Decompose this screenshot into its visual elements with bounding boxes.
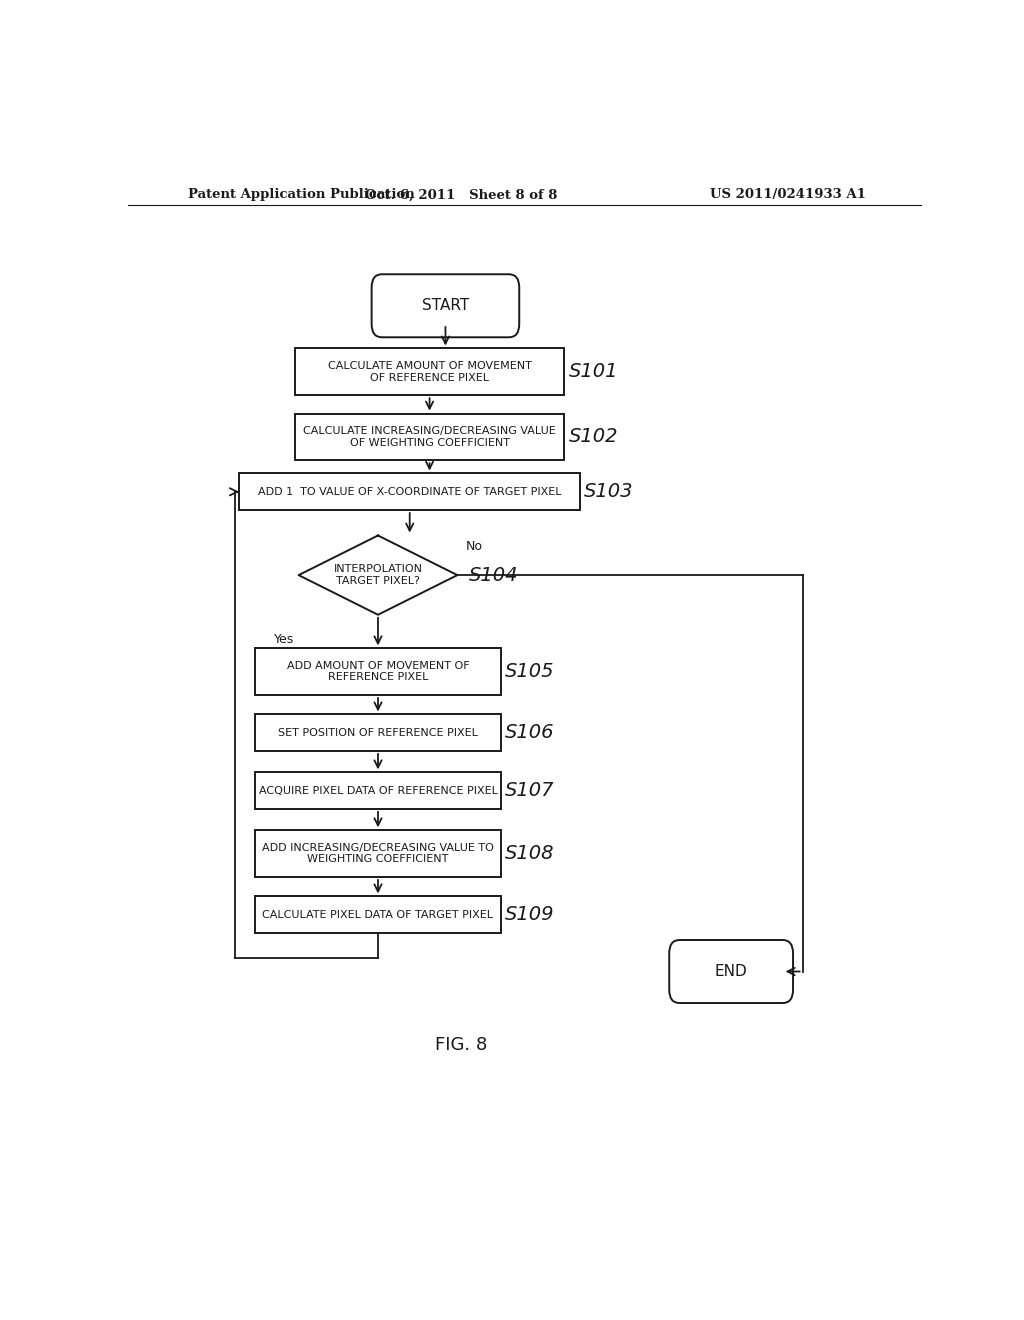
Bar (295, 413, 564, 461)
Text: No: No (465, 540, 482, 553)
Bar (239, 474, 581, 510)
FancyBboxPatch shape (372, 275, 519, 338)
Bar (255, 830, 501, 876)
Text: S105: S105 (505, 663, 554, 681)
Text: S104: S104 (469, 566, 519, 585)
Text: Oct. 6, 2011   Sheet 8 of 8: Oct. 6, 2011 Sheet 8 of 8 (366, 189, 557, 202)
Text: Yes: Yes (274, 634, 295, 645)
Text: END: END (715, 964, 748, 979)
Text: ADD INCREASING/DECREASING VALUE TO
WEIGHTING COEFFICIENT: ADD INCREASING/DECREASING VALUE TO WEIGH… (262, 842, 494, 865)
Text: ADD AMOUNT OF MOVEMENT OF
REFERENCE PIXEL: ADD AMOUNT OF MOVEMENT OF REFERENCE PIXE… (287, 661, 469, 682)
Text: FIG. 8: FIG. 8 (435, 1036, 487, 1053)
Bar (255, 714, 501, 751)
Bar (255, 648, 501, 696)
Text: S109: S109 (505, 906, 554, 924)
Text: S108: S108 (505, 843, 554, 863)
FancyBboxPatch shape (670, 940, 793, 1003)
Bar (255, 896, 501, 933)
Bar (255, 772, 501, 809)
Text: START: START (422, 298, 469, 313)
Text: SET POSITION OF REFERENCE PIXEL: SET POSITION OF REFERENCE PIXEL (279, 727, 478, 738)
Text: S102: S102 (568, 428, 617, 446)
Polygon shape (299, 536, 458, 615)
Text: CALCULATE INCREASING/DECREASING VALUE
OF WEIGHTING COEFFICIENT: CALCULATE INCREASING/DECREASING VALUE OF… (303, 426, 556, 447)
Text: ADD 1  TO VALUE OF X-COORDINATE OF TARGET PIXEL: ADD 1 TO VALUE OF X-COORDINATE OF TARGET… (258, 487, 561, 496)
Text: INTERPOLATION
TARGET PIXEL?: INTERPOLATION TARGET PIXEL? (334, 565, 423, 586)
Text: S103: S103 (585, 482, 634, 502)
Text: CALCULATE AMOUNT OF MOVEMENT
OF REFERENCE PIXEL: CALCULATE AMOUNT OF MOVEMENT OF REFERENC… (328, 362, 531, 383)
Bar (295, 348, 564, 395)
Text: CALCULATE PIXEL DATA OF TARGET PIXEL: CALCULATE PIXEL DATA OF TARGET PIXEL (262, 909, 494, 920)
Text: Patent Application Publication: Patent Application Publication (187, 189, 415, 202)
Text: ACQUIRE PIXEL DATA OF REFERENCE PIXEL: ACQUIRE PIXEL DATA OF REFERENCE PIXEL (258, 785, 498, 796)
Text: S106: S106 (505, 723, 554, 742)
Text: S101: S101 (568, 363, 617, 381)
Text: US 2011/0241933 A1: US 2011/0241933 A1 (711, 189, 866, 202)
Text: S107: S107 (505, 781, 554, 800)
